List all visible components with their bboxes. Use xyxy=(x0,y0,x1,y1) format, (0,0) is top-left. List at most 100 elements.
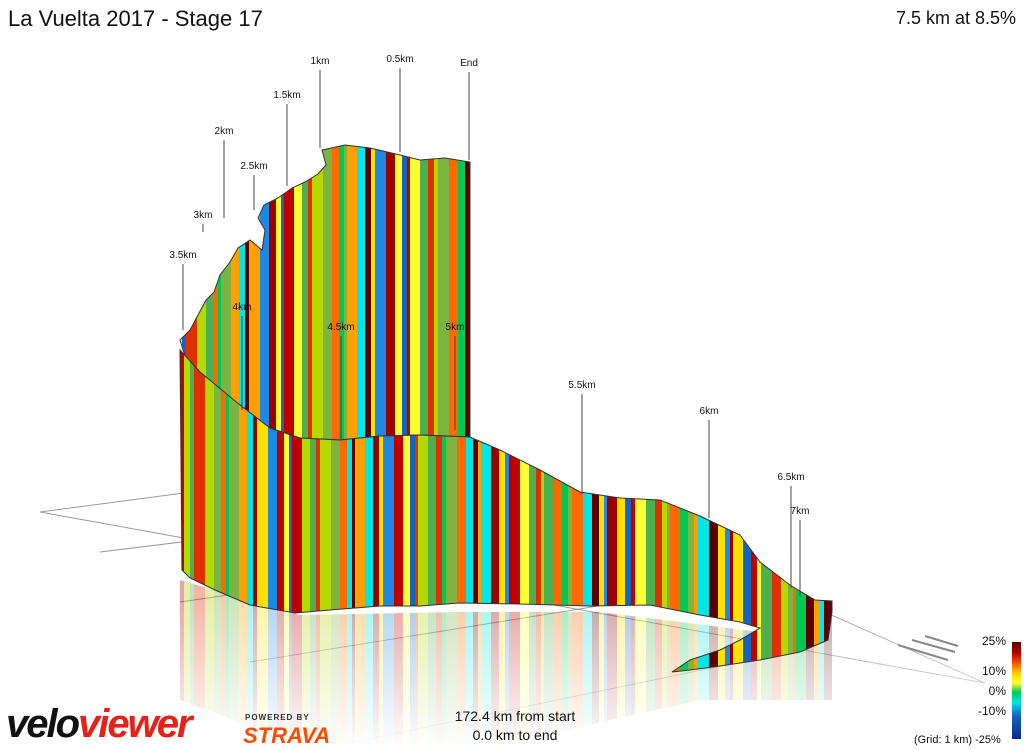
gradient-segment xyxy=(221,145,232,440)
marker-label: 1.5km xyxy=(273,90,300,101)
gradient-segment xyxy=(509,350,521,672)
marker-label: 7km xyxy=(791,506,810,517)
gradient-segment xyxy=(214,350,222,672)
gradient-segment xyxy=(394,350,404,672)
distance-markers: End 0.5km 1km 1.5km 2km 2.5km 3km 3.5km 4km 4.5km… xyxy=(169,54,809,596)
gradient-segment xyxy=(331,350,341,672)
gradient-segment xyxy=(635,350,647,672)
gradient-segment xyxy=(332,145,340,440)
gradient-segment xyxy=(607,350,618,672)
gradient-segment xyxy=(499,350,506,672)
gradient-segment xyxy=(245,145,250,440)
gradient-segment xyxy=(308,145,313,440)
gradient-segment xyxy=(465,145,470,440)
gradient-segment xyxy=(544,350,555,672)
gradient-segment xyxy=(386,145,396,440)
gradient-segment xyxy=(520,350,530,672)
gradient-segment xyxy=(407,145,411,440)
gradient-segment xyxy=(554,350,563,672)
marker-label: 2.5km xyxy=(240,161,267,172)
gradient-segment xyxy=(373,350,380,672)
gradient-segment xyxy=(428,145,435,440)
gradient-segment xyxy=(446,350,458,672)
marker-label: 2km xyxy=(215,126,234,137)
gradient-segment xyxy=(284,350,290,672)
legend-tick-10: 10% xyxy=(981,664,1006,678)
gradient-segment xyxy=(379,350,384,672)
gradient-segment xyxy=(347,145,358,440)
gradient-segment xyxy=(229,350,240,672)
gradient-segment xyxy=(260,145,270,440)
gradient-segment xyxy=(395,145,403,440)
legend-tick-25: 25% xyxy=(981,634,1006,648)
gradient-segment xyxy=(218,145,222,440)
gradient-segment xyxy=(294,145,303,440)
marker-label: 6km xyxy=(700,406,719,417)
gradient-segment xyxy=(320,350,332,672)
gradient-segment xyxy=(339,145,345,440)
gradient-segment xyxy=(536,350,542,672)
gradient-segment xyxy=(478,350,482,672)
gradient-segment xyxy=(184,350,191,672)
gradient-segment xyxy=(599,350,605,672)
gradient-segment xyxy=(418,350,429,672)
gradient-segment xyxy=(323,145,333,440)
gradient-segment xyxy=(344,145,348,440)
gradient-segment xyxy=(420,145,429,440)
gradient-segment xyxy=(583,350,593,672)
gradient-segment xyxy=(284,145,295,440)
gradient-segment xyxy=(473,350,479,672)
gradient-segment xyxy=(269,145,277,440)
climb-summary: 7.5 km at 8.5% xyxy=(895,8,1016,28)
gradient-segment xyxy=(281,145,285,440)
gradient-segment xyxy=(592,350,600,672)
gradient-segment xyxy=(371,145,376,440)
legend-tick-0: 0% xyxy=(988,684,1006,698)
gradient-segment xyxy=(604,350,608,672)
gradient-segment xyxy=(340,350,348,672)
gradient-segment xyxy=(457,350,467,672)
gradient-segment xyxy=(436,350,443,672)
gradient-segment xyxy=(410,350,416,672)
marker-label: 6.5km xyxy=(777,472,804,483)
marker-label: 4.5km xyxy=(327,322,354,333)
distance-from-start: 172.4 km from start xyxy=(454,708,576,724)
gradient-segment xyxy=(761,350,773,672)
gradient-segment xyxy=(617,350,626,672)
gradient-segment xyxy=(231,145,240,440)
gradient-segment xyxy=(505,350,510,672)
distance-to-end: 0.0 km to end xyxy=(472,727,558,743)
gradient-segment xyxy=(481,350,492,672)
gradient-segment xyxy=(470,130,474,445)
gradient-segment xyxy=(247,350,254,672)
marker-label: End xyxy=(460,58,478,69)
gradient-segment xyxy=(226,350,230,672)
gradient-segment xyxy=(239,350,248,672)
gradient-segment xyxy=(292,350,303,672)
marker-label: 1km xyxy=(311,56,330,67)
gradient-segment xyxy=(316,350,321,672)
gradient-segment xyxy=(310,350,317,672)
gradient-segment xyxy=(365,350,374,672)
gradient-segment xyxy=(239,145,246,440)
gradient-segment xyxy=(352,350,356,672)
gradient-segment xyxy=(205,350,215,672)
gradient-segment xyxy=(562,350,569,672)
gradient-segment xyxy=(667,350,671,672)
marker-label: 3km xyxy=(194,210,213,221)
direction-arrows-icon xyxy=(897,635,959,661)
gradient-segment xyxy=(190,350,195,672)
gradient-segment xyxy=(268,350,278,672)
gradient-segment xyxy=(302,350,311,672)
reflection-fade xyxy=(0,600,1024,750)
page-title: La Vuelta 2017 - Stage 17 xyxy=(8,6,263,31)
gradient-segment xyxy=(276,145,282,440)
gradient-segment xyxy=(428,350,437,672)
gradient-segment xyxy=(375,145,387,440)
marker-label: 5km xyxy=(446,322,465,333)
gradient-segment xyxy=(781,350,789,672)
marker-label: 0.5km xyxy=(386,54,413,65)
legend-tick-minus10: -10% xyxy=(977,704,1006,718)
gradient-segment xyxy=(415,350,419,672)
gradient-color-scale xyxy=(1012,642,1021,739)
